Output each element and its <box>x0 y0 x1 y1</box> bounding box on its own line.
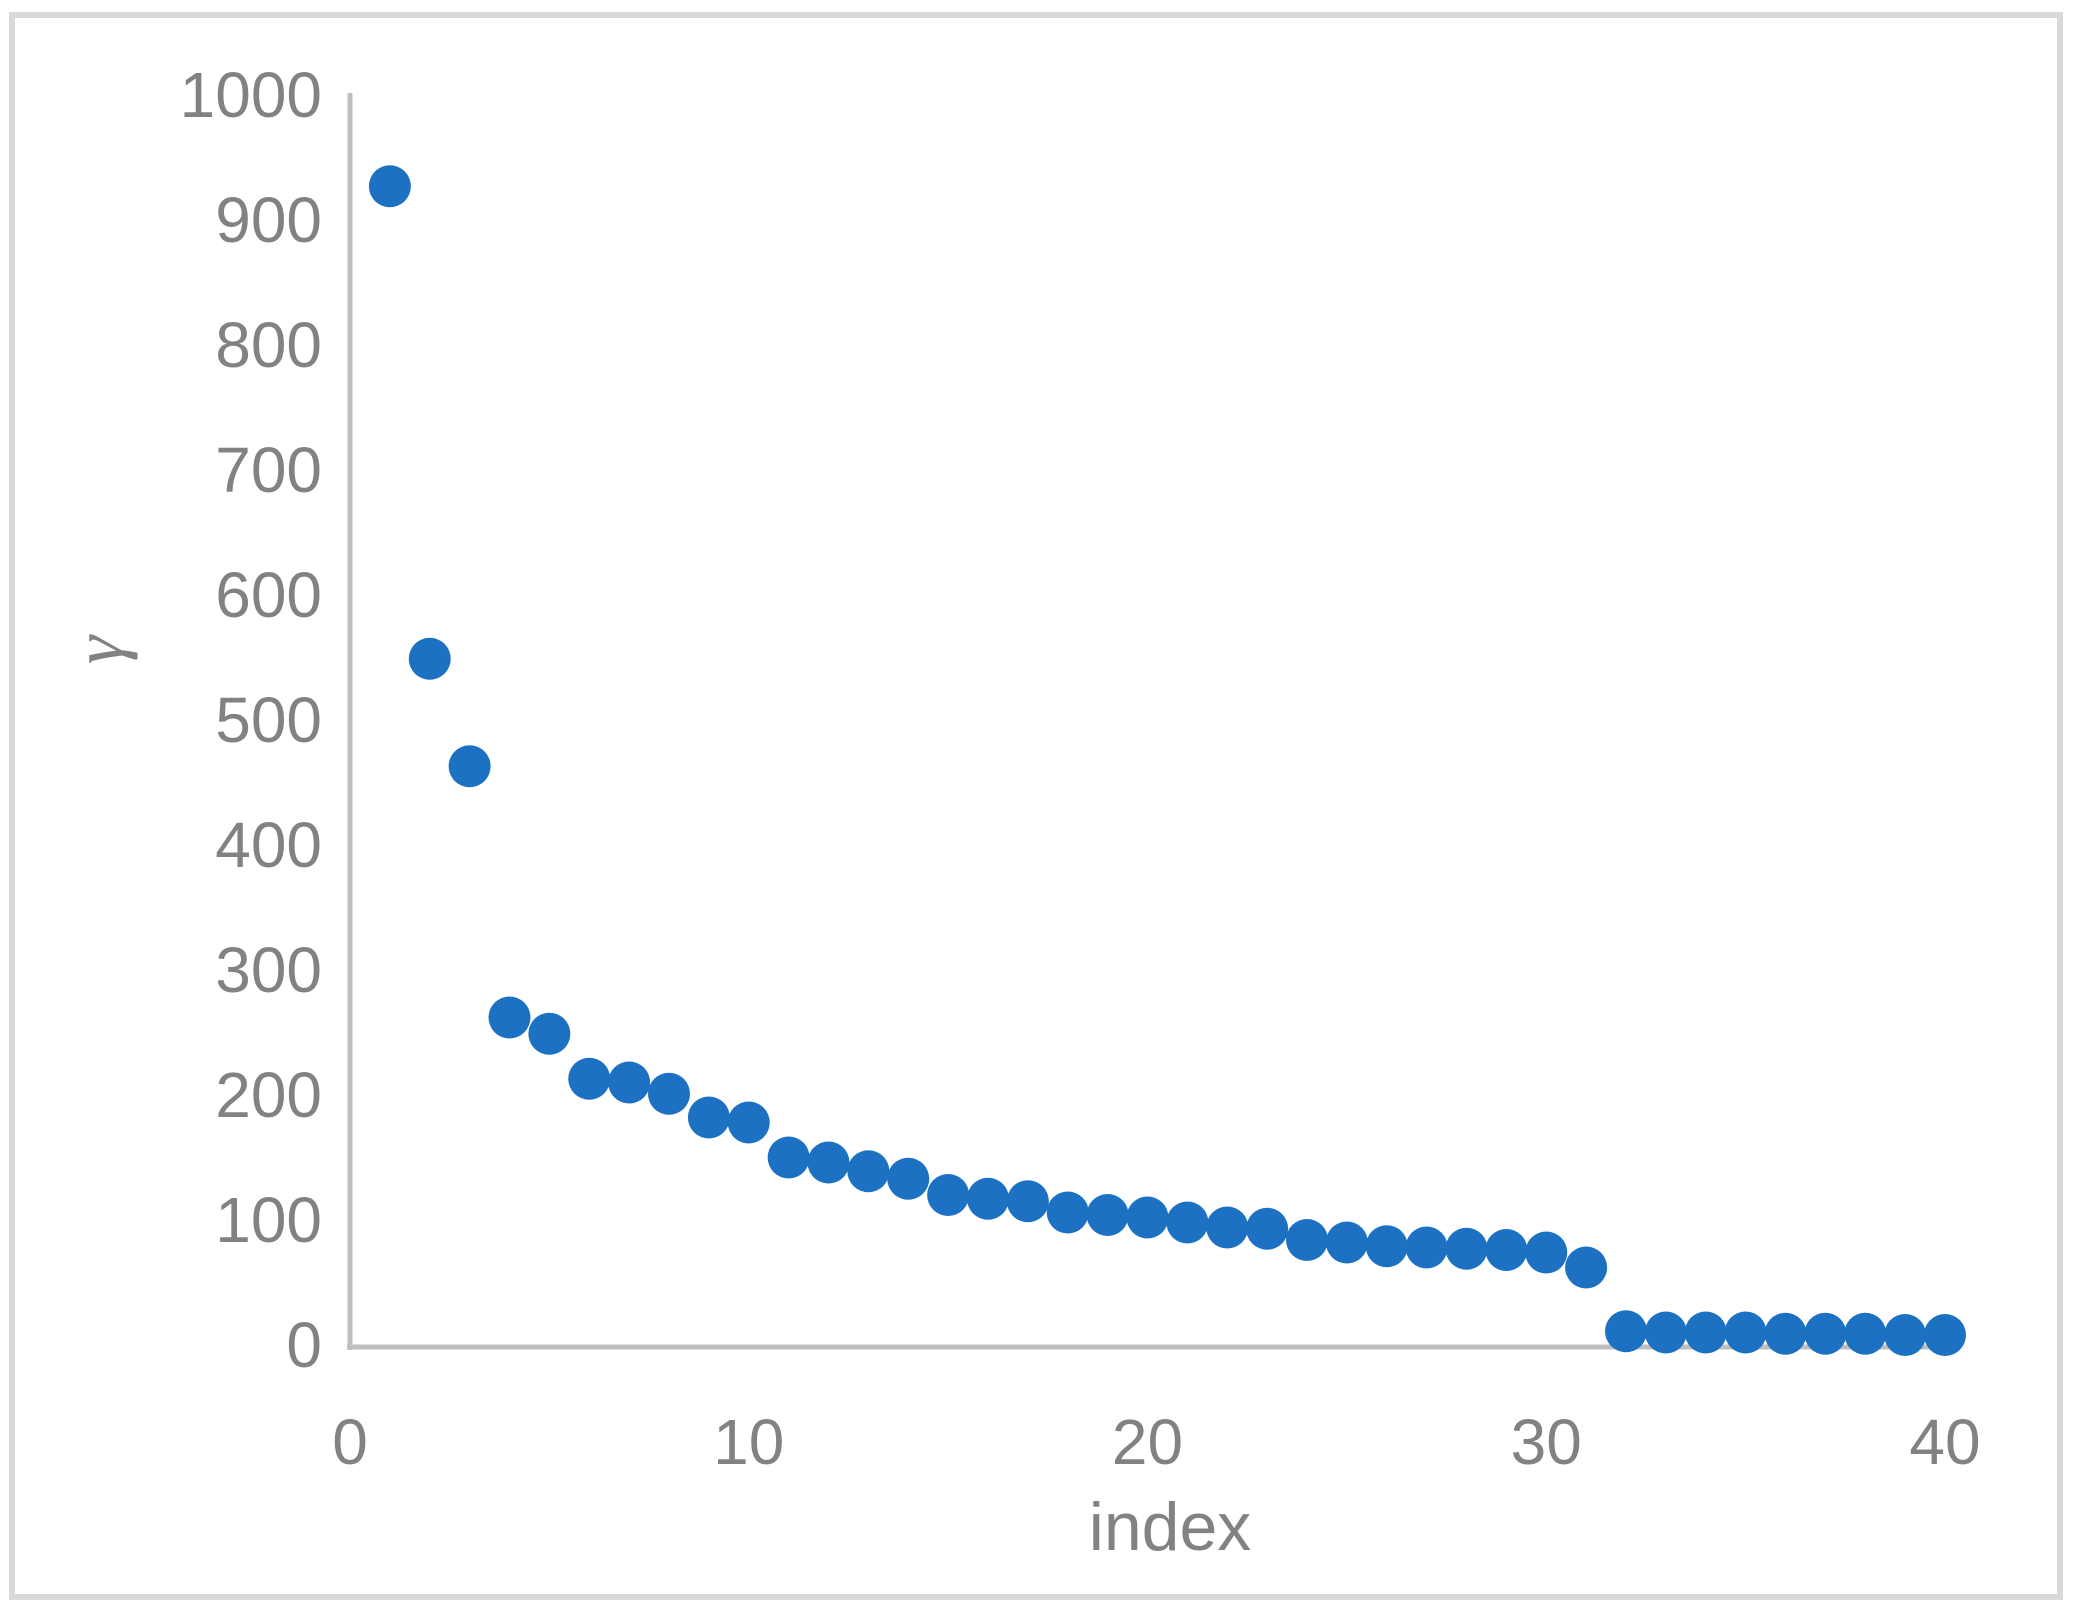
y-tick-labels: 0 100 200 300 400 500 600 700 800 900 1000 <box>180 59 322 1381</box>
data-point <box>1924 1314 1966 1356</box>
x-tick-label: 10 <box>713 1406 784 1478</box>
data-point <box>528 1012 571 1055</box>
data-point <box>1764 1312 1807 1355</box>
data-point <box>967 1177 1009 1220</box>
data-point <box>648 1072 690 1115</box>
data-point <box>1166 1201 1209 1244</box>
y-tick-label: 300 <box>215 934 322 1006</box>
data-point <box>1884 1314 1927 1356</box>
data-point <box>1046 1191 1089 1234</box>
data-point <box>1724 1311 1767 1354</box>
data-point <box>1405 1226 1448 1269</box>
data-point <box>1206 1206 1249 1249</box>
data-point <box>727 1101 770 1144</box>
y-tick-label: 1000 <box>180 59 322 131</box>
y-tick-label: 600 <box>215 559 322 631</box>
data-point <box>807 1141 850 1184</box>
data-point <box>1365 1225 1408 1268</box>
data-point <box>1644 1311 1687 1354</box>
y-tick-label: 500 <box>215 684 322 756</box>
y-tick-label: 700 <box>215 434 322 506</box>
data-point <box>448 745 491 788</box>
data-point <box>1325 1221 1368 1264</box>
data-point <box>767 1136 810 1179</box>
x-tick-label: 40 <box>1909 1406 1980 1478</box>
data-points-series <box>368 165 1966 1356</box>
data-point <box>408 637 451 680</box>
data-point <box>568 1057 611 1100</box>
data-point <box>1525 1231 1568 1274</box>
x-tick-label: 0 <box>332 1406 368 1478</box>
y-tick-label: 400 <box>215 809 322 881</box>
data-point <box>927 1174 970 1216</box>
x-tick-label: 20 <box>1112 1406 1183 1478</box>
data-point <box>887 1157 930 1200</box>
y-tick-label: 900 <box>215 184 322 256</box>
data-point <box>1605 1310 1647 1353</box>
y-tick-label: 800 <box>215 309 322 381</box>
y-axis-title: γ <box>58 634 138 664</box>
data-point <box>1445 1227 1488 1270</box>
data-point <box>847 1150 890 1193</box>
data-point <box>1804 1312 1847 1355</box>
data-point <box>1485 1229 1528 1271</box>
x-axis-title: index <box>1089 1489 1252 1565</box>
data-point <box>687 1096 730 1139</box>
x-tick-labels: 0 10 20 30 40 <box>332 1406 1980 1478</box>
data-point <box>1684 1311 1727 1354</box>
data-point <box>1286 1219 1328 1261</box>
data-point <box>1565 1246 1608 1289</box>
y-tick-label: 200 <box>215 1059 322 1131</box>
data-point <box>1844 1312 1887 1355</box>
data-point <box>488 996 531 1039</box>
data-point <box>608 1061 651 1104</box>
data-point <box>368 165 411 208</box>
y-tick-label: 0 <box>286 1309 322 1381</box>
data-point <box>1126 1196 1169 1239</box>
data-point <box>1086 1194 1129 1236</box>
data-point <box>1006 1180 1049 1223</box>
x-tick-label: 30 <box>1511 1406 1582 1478</box>
y-tick-label: 100 <box>215 1184 322 1256</box>
data-point <box>1246 1207 1289 1250</box>
